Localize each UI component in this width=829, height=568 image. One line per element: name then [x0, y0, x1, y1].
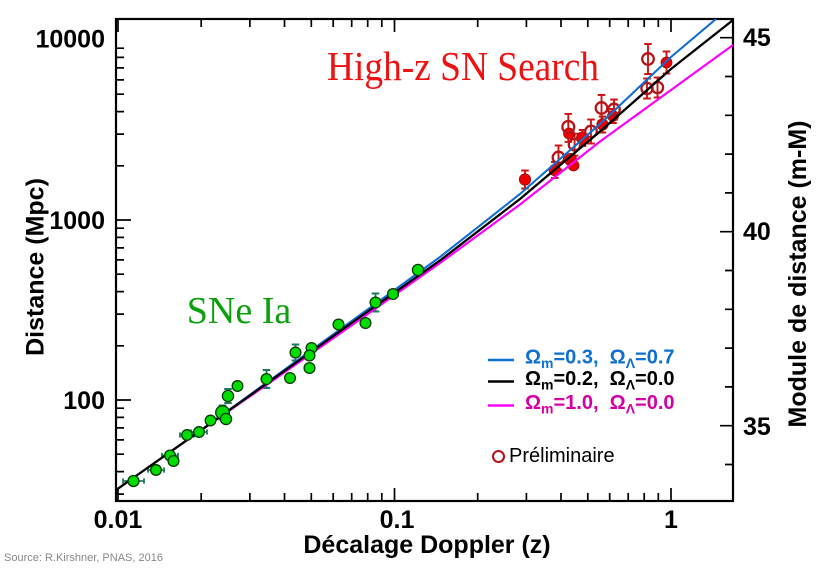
svg-text:Distance (Mpc): Distance (Mpc) [22, 178, 50, 356]
svg-text:Préliminaire: Préliminaire [509, 445, 615, 467]
svg-text:100: 100 [63, 387, 105, 415]
svg-text:1: 1 [664, 506, 678, 534]
svg-text:Source: R.Kirshner, PNAS, 2016: Source: R.Kirshner, PNAS, 2016 [4, 552, 163, 564]
svg-text:Ωm=0.2, ΩΛ=0.0: Ωm=0.2, ΩΛ=0.0 [525, 368, 675, 393]
svg-text:45: 45 [743, 24, 771, 52]
svg-text:SNe Ia: SNe Ia [187, 290, 292, 332]
svg-text:35: 35 [743, 413, 771, 441]
svg-text:0.01: 0.01 [94, 506, 143, 534]
svg-text:Module de distance (m-M): Module de distance (m-M) [784, 121, 812, 428]
svg-text:Décalage Doppler (z): Décalage Doppler (z) [303, 531, 550, 559]
svg-text:0.1: 0.1 [380, 506, 415, 534]
svg-text:10000: 10000 [35, 26, 105, 54]
svg-text:High-z SN Search: High-z SN Search [327, 43, 599, 89]
svg-text:40: 40 [743, 218, 771, 246]
svg-text:1000: 1000 [49, 207, 105, 235]
